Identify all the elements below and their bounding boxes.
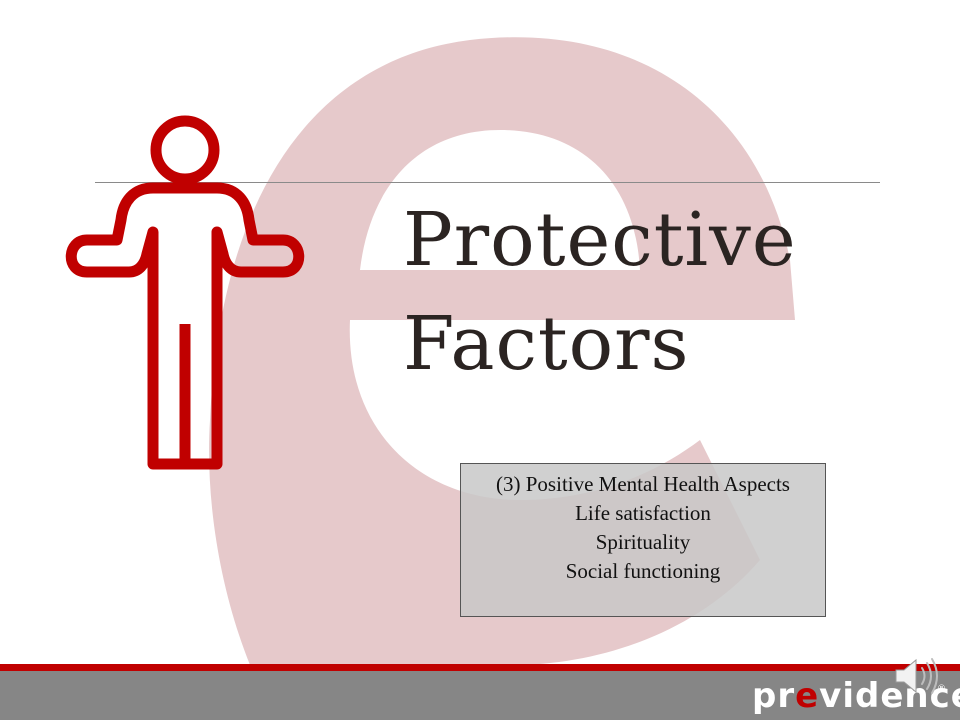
logo-part-1: pr: [752, 676, 796, 716]
aspects-heading: (3) Positive Mental Health Aspects: [496, 472, 790, 496]
speaker-icon[interactable]: [892, 656, 944, 696]
slide-title: Protective Factors: [403, 188, 923, 396]
title-line-1: Protective: [403, 197, 797, 283]
aspects-text-box: (3) Positive Mental Health Aspects Life …: [460, 463, 826, 617]
footer-gray-bar: [0, 671, 960, 720]
aspect-item-social-functioning: Social functioning: [565, 559, 721, 583]
title-rule-line: [95, 182, 880, 183]
aspect-item-spirituality: Spirituality: [595, 530, 691, 554]
registered-mark: ®: [937, 684, 946, 694]
aspect-item-life-satisfaction: Life satisfaction: [575, 501, 711, 525]
footer-red-bar: [0, 664, 960, 671]
logo-accent: e: [795, 676, 820, 716]
title-line-2: Factors: [403, 301, 690, 387]
person-arms-out-icon: [65, 115, 305, 470]
